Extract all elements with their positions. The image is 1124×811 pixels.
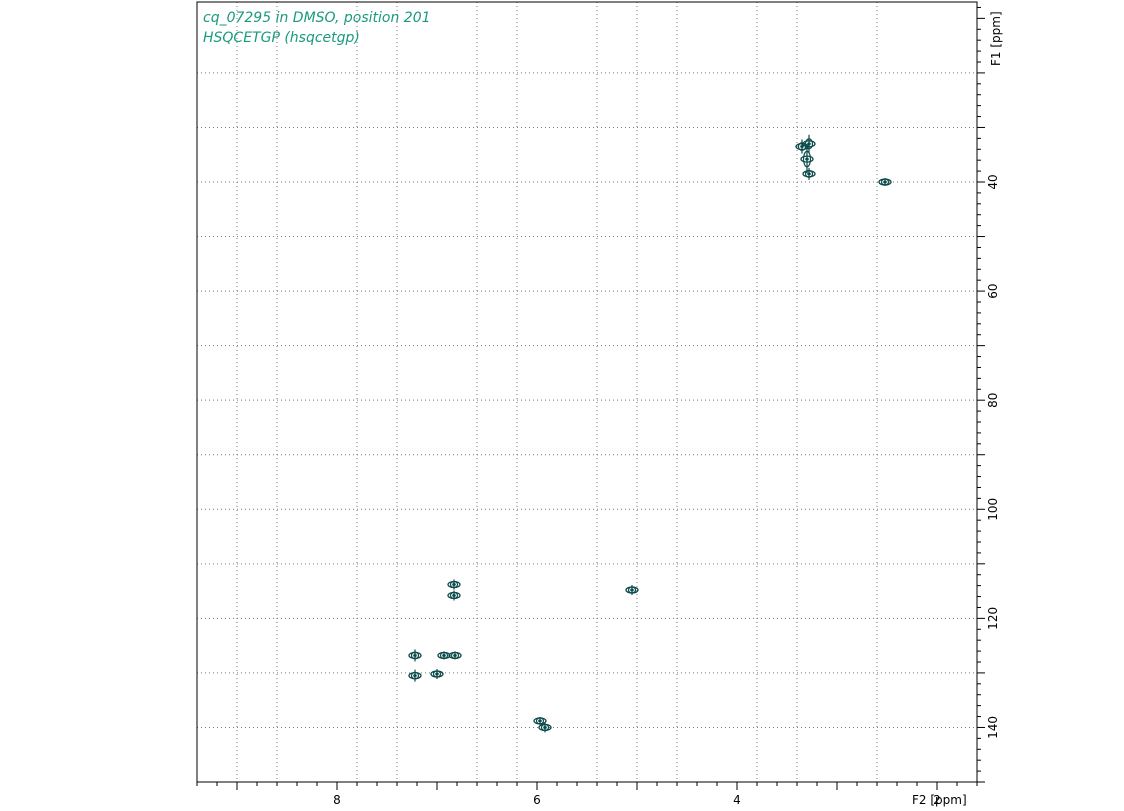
y-tick-label: 100 [986,498,1000,521]
y-tick-label: 40 [986,174,1000,189]
x-tick-label: 2 [933,793,941,807]
cross-peak [437,651,451,660]
cross-peak [625,585,639,595]
cross-peak [878,178,892,186]
y-tick-label: 140 [986,716,1000,739]
y-tick-label: 60 [986,283,1000,298]
cross-peak [408,669,422,682]
cross-peaks [408,134,892,733]
cross-peak [430,669,444,679]
plot-frame [196,1,978,783]
cross-peak [448,651,462,660]
cross-peak [533,716,547,725]
y-axis-label: F1 [ppm] [989,11,1003,66]
grid-lines [197,2,977,782]
title-line-2: HSQCETGP (hsqcetgp) [203,30,360,46]
cross-peak [800,145,814,174]
x-tick-label: 8 [333,793,341,807]
cross-peak [802,134,816,153]
cross-peak [802,167,816,180]
x-tick-label: 4 [733,793,741,807]
x-tick-label: 6 [533,793,541,807]
title-line-1: cq_07295 in DMSO, position 201 [203,10,431,26]
axis-ticks: 8 6 4 2 40 60 80 100 120 140 [196,6,1000,807]
cross-peak [408,649,422,662]
x-axis-label: F2 [ppm] [912,793,967,807]
y-tick-label: 120 [986,607,1000,630]
cross-peak [447,579,461,590]
y-tick-label: 80 [986,393,1000,408]
cross-peak [447,590,461,601]
cross-peak [538,722,552,733]
